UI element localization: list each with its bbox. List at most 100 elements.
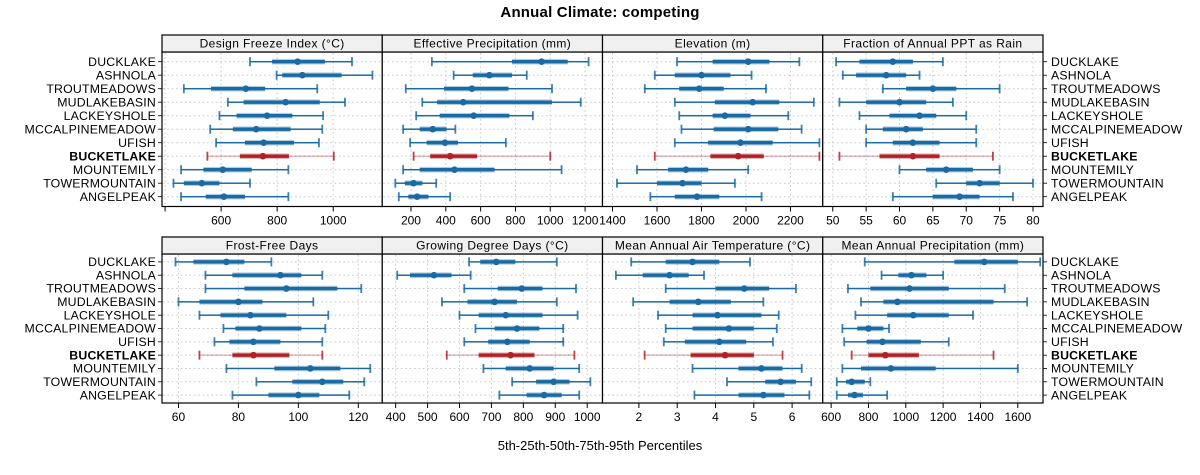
percentile-cap (511, 377, 514, 387)
median-dot (451, 166, 458, 173)
median-dot (851, 391, 858, 399)
axis-tick-label: 1600 (644, 214, 671, 228)
percentile-mark-mccalpinemeadow (402, 124, 457, 134)
percentile-cap (636, 165, 638, 175)
percentile-mark-mccalpinemeadow (865, 124, 978, 134)
percentile-mark-bucketlake (445, 350, 576, 360)
percentile-cap (270, 257, 273, 267)
percentile-cap (555, 257, 558, 267)
axis-tick-label: 1200 (930, 410, 957, 424)
percentile-mark-bucketlake (850, 350, 995, 360)
percentile-mark-ashnola (653, 70, 753, 80)
range-25-75-core (866, 100, 927, 104)
percentile-cap (468, 257, 470, 267)
median-dot (737, 139, 744, 146)
median-dot (909, 152, 917, 160)
percentile-mark-ducklake (468, 257, 558, 267)
percentile-cap (1032, 178, 1034, 188)
percentile-cap (975, 124, 978, 134)
median-dot (749, 98, 756, 106)
range-25-75-core (883, 300, 994, 304)
percentile-mark-lackeyshole (858, 111, 968, 121)
median-dot (459, 98, 467, 106)
percentile-cap (643, 350, 646, 360)
percentile-mark-troutmeadows (664, 284, 797, 294)
median-dot (250, 351, 257, 359)
percentile-cap (1039, 257, 1042, 267)
median-dot (491, 298, 498, 306)
percentile-mark-troutmeadows (404, 84, 553, 94)
range-25-75-core (232, 127, 291, 131)
percentile-mark-mudlakebasin (177, 297, 315, 307)
median-dot (694, 298, 702, 306)
percentile-mark-mudlakebasin (226, 97, 346, 107)
percentile-cap (551, 84, 553, 94)
site-label-left: ANGELPEAK (80, 388, 157, 402)
axis-tick-label: 1200 (572, 214, 599, 228)
site-label-left: ASHNOLA (96, 68, 157, 82)
percentile-cap (653, 151, 656, 161)
median-dot (410, 179, 417, 187)
percentile-cap (215, 138, 217, 148)
site-label-left: TOWERMOUNTAIN (43, 176, 156, 190)
median-dot (882, 71, 890, 79)
axis-tick-label: 65 (926, 214, 940, 228)
percentile-cap (218, 111, 221, 121)
percentile-cap (808, 390, 811, 400)
percentile-cap (812, 97, 815, 107)
percentile-mark-troutmeadows (204, 284, 363, 294)
axis-tick-label: 75 (993, 214, 1007, 228)
median-dot (235, 298, 242, 306)
percentile-cap (587, 57, 590, 67)
percentile-cap (182, 84, 185, 94)
median-dot (693, 193, 701, 200)
percentile-mark-mountemily (841, 363, 1019, 373)
percentile-cap (397, 192, 400, 202)
median-dot (319, 378, 326, 386)
percentile-cap (316, 84, 319, 94)
median-dot (758, 365, 765, 372)
median-dot (250, 338, 257, 346)
percentile-mark-ashnola (204, 270, 324, 280)
percentile-cap (344, 97, 346, 107)
axis-tick-label: 55 (859, 214, 873, 228)
median-dot (223, 258, 230, 266)
percentile-mark-mountemily (691, 363, 803, 373)
percentile-cap (249, 178, 251, 188)
percentile-cap (321, 337, 324, 347)
median-dot (198, 179, 206, 187)
axis-tick-label: 200 (401, 214, 421, 228)
site-label-right: UFISH (1051, 335, 1089, 349)
percentile-cap (327, 310, 330, 320)
site-label-right: MCCALPINEMEADOW (1051, 322, 1183, 336)
strip-title: Growing Degree Days (°C) (416, 239, 568, 253)
percentile-mark-ufish (843, 337, 950, 347)
percentile-mark-mudlakebasin (441, 297, 558, 307)
range-25-75-core (292, 380, 344, 384)
axis-tick-label: 800 (267, 214, 287, 228)
median-dot (721, 112, 729, 119)
percentile-cap (854, 310, 857, 320)
percentile-mark-ufish (662, 337, 774, 347)
percentile-mark-lackeyshole (415, 111, 534, 121)
median-dot (942, 166, 950, 173)
percentile-cap (662, 337, 665, 347)
percentile-cap (348, 390, 351, 400)
percentile-cap (322, 111, 325, 121)
percentile-cap (225, 363, 228, 373)
percentile-cap (657, 310, 659, 320)
percentile-mark-mudlakebasin (632, 297, 765, 307)
axis-tick-label: 900 (545, 410, 565, 424)
percentile-cap (653, 70, 656, 80)
site-label-right: DUCKLAKE (1051, 255, 1119, 269)
percentile-cap (951, 97, 954, 107)
percentile-mark-towermountain (172, 178, 251, 188)
median-dot (219, 166, 227, 173)
percentile-cap (998, 165, 1001, 175)
site-label-right: DUCKLAKE (1051, 55, 1119, 69)
percentile-cap (549, 151, 552, 161)
site-label-right: TOWERMOUNTAIN (1051, 375, 1164, 389)
percentile-cap (733, 178, 736, 188)
panel-design-freeze-index-c: 600 800 1000 Design Freeze Index (°C) (158, 34, 383, 228)
percentile-cap (222, 324, 225, 333)
